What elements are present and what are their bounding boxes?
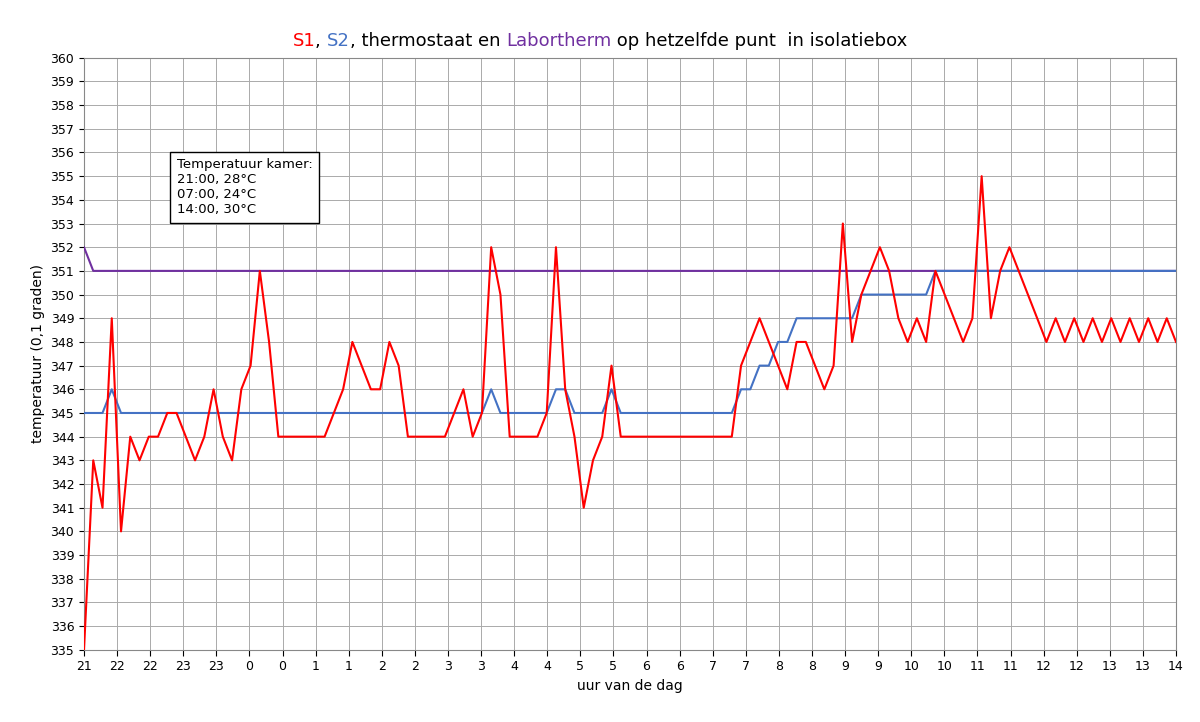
Text: S1: S1 <box>293 32 316 50</box>
Text: S2: S2 <box>326 32 349 50</box>
Text: , thermostaat en: , thermostaat en <box>349 32 506 50</box>
Text: op hetzelfde punt  in isolatiebox: op hetzelfde punt in isolatiebox <box>611 32 907 50</box>
Text: ,: , <box>316 32 326 50</box>
Text: Labortherm: Labortherm <box>506 32 611 50</box>
Text: Temperatuur kamer:
21:00, 28°C
07:00, 24°C
14:00, 30°C: Temperatuur kamer: 21:00, 28°C 07:00, 24… <box>176 158 312 217</box>
X-axis label: uur van de dag: uur van de dag <box>577 679 683 693</box>
Y-axis label: temperatuur (0,1 graden): temperatuur (0,1 graden) <box>31 264 44 443</box>
